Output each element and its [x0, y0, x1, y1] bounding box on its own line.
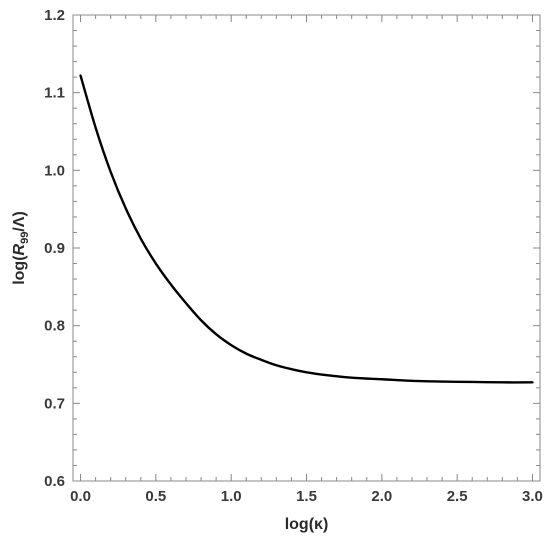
- y-tick-label: 1.0: [44, 162, 65, 179]
- y-tick-label: 1.1: [44, 85, 65, 102]
- y-axis-title-prefix: log(: [11, 255, 28, 285]
- ticks-layer: 0.0 0.5 1.0 1.5 2.0 2.5 3.0 0.6 0.7 0.8 0.9 1.0 1.1 1…: [44, 7, 543, 505]
- x-tick-label: 2.5: [447, 488, 468, 505]
- plot-frame: [72, 14, 541, 482]
- y-axis-title-suffix: /Λ): [11, 211, 28, 231]
- series-line-0: [79, 74, 534, 384]
- y-axis-title-subscript: 99: [19, 232, 31, 244]
- y-tick-label: 0.9: [44, 240, 65, 257]
- y-tick-label: 1.2: [44, 7, 65, 24]
- series-layer: [79, 74, 534, 384]
- y-axis-title-symbol: R: [11, 243, 28, 255]
- y-tick-label: 0.8: [44, 318, 65, 335]
- y-axis-title: log(R99/Λ): [11, 211, 31, 285]
- y-tick-label: 0.7: [44, 395, 65, 412]
- x-axis-title: log(κ): [285, 516, 329, 533]
- x-tick-label: 0.0: [70, 488, 91, 505]
- x-tick-label: 2.0: [371, 488, 392, 505]
- x-tick-label: 1.0: [221, 488, 242, 505]
- x-tick-label: 0.5: [145, 488, 166, 505]
- y-tick-label: 0.6: [44, 473, 65, 490]
- x-tick-label: 3.0: [522, 488, 543, 505]
- x-tick-label: 1.5: [296, 488, 317, 505]
